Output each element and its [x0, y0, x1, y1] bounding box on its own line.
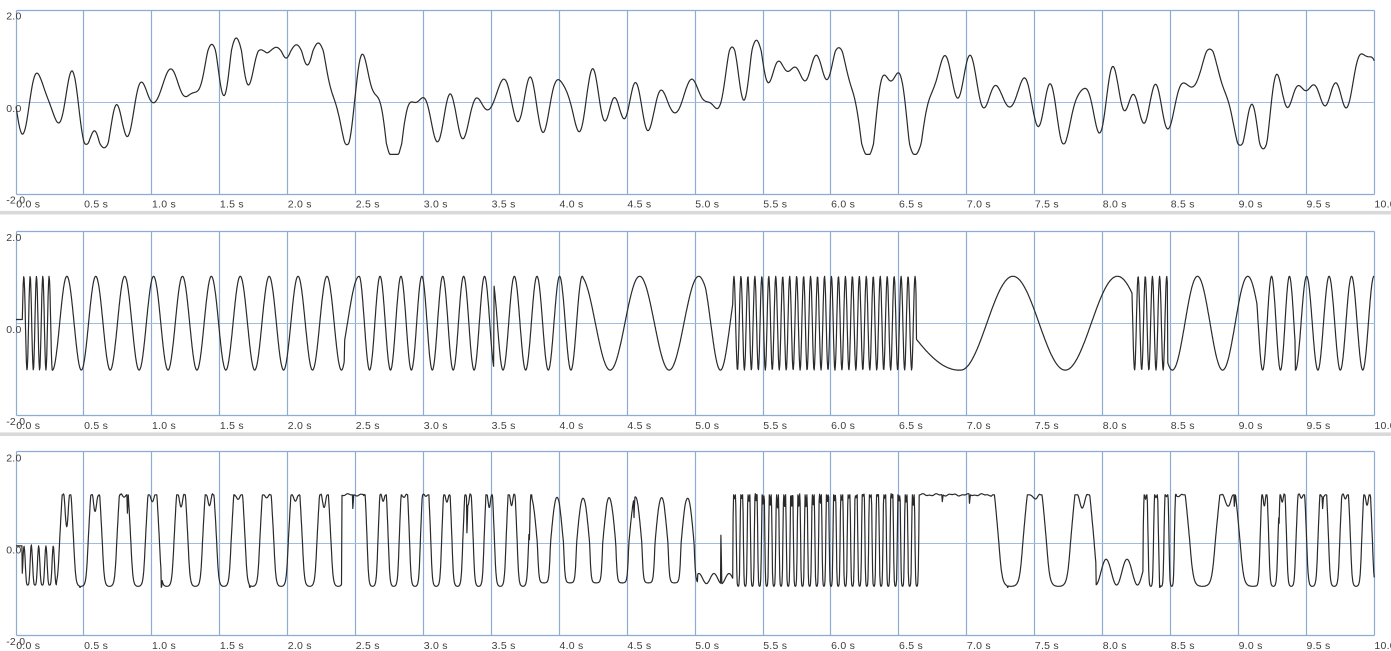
svg-text:3.5 s: 3.5 s	[492, 640, 516, 651]
svg-text:2.5 s: 2.5 s	[356, 199, 380, 211]
svg-text:4.5 s: 4.5 s	[627, 420, 651, 432]
svg-text:6.5 s: 6.5 s	[899, 199, 923, 211]
svg-text:4.0 s: 4.0 s	[560, 640, 584, 651]
svg-text:5.5 s: 5.5 s	[763, 199, 787, 211]
svg-text:5.0 s: 5.0 s	[695, 640, 719, 651]
svg-text:-2.0: -2.0	[6, 416, 25, 428]
svg-text:9.5 s: 9.5 s	[1307, 199, 1331, 211]
svg-text:0.5 s: 0.5 s	[84, 420, 108, 432]
svg-text:8.5 s: 8.5 s	[1171, 199, 1195, 211]
svg-text:7.5 s: 7.5 s	[1035, 199, 1059, 211]
svg-text:6.5 s: 6.5 s	[899, 640, 923, 651]
svg-text:0.0: 0.0	[6, 544, 21, 556]
svg-text:0.0: 0.0	[6, 103, 21, 115]
svg-text:10.0 s: 10.0 s	[1374, 420, 1391, 432]
svg-text:6.0 s: 6.0 s	[831, 420, 855, 432]
svg-text:7.0 s: 7.0 s	[967, 420, 991, 432]
svg-text:2.5 s: 2.5 s	[356, 420, 380, 432]
svg-text:5.0 s: 5.0 s	[695, 420, 719, 432]
svg-text:2.0: 2.0	[6, 452, 21, 464]
svg-text:1.5 s: 1.5 s	[220, 640, 244, 651]
svg-text:3.0 s: 3.0 s	[424, 199, 448, 211]
svg-text:4.0 s: 4.0 s	[560, 420, 584, 432]
svg-text:3.5 s: 3.5 s	[492, 199, 516, 211]
svg-text:10.0 s: 10.0 s	[1374, 640, 1391, 651]
svg-text:0.0 s: 0.0 s	[16, 420, 40, 432]
svg-text:7.5 s: 7.5 s	[1035, 640, 1059, 651]
svg-text:9.0 s: 9.0 s	[1239, 199, 1263, 211]
svg-text:9.5 s: 9.5 s	[1307, 640, 1331, 651]
svg-text:4.5 s: 4.5 s	[627, 199, 651, 211]
svg-text:2.0 s: 2.0 s	[288, 199, 312, 211]
svg-text:2.5 s: 2.5 s	[356, 640, 380, 651]
svg-text:1.0 s: 1.0 s	[152, 420, 176, 432]
svg-text:4.5 s: 4.5 s	[627, 640, 651, 651]
svg-text:2.0: 2.0	[6, 232, 21, 244]
svg-text:8.5 s: 8.5 s	[1171, 420, 1195, 432]
svg-text:0.5 s: 0.5 s	[84, 199, 108, 211]
svg-text:8.0 s: 8.0 s	[1103, 420, 1127, 432]
svg-text:9.0 s: 9.0 s	[1239, 420, 1263, 432]
svg-text:-2.0: -2.0	[6, 195, 25, 207]
svg-text:1.0 s: 1.0 s	[152, 199, 176, 211]
svg-text:5.5 s: 5.5 s	[763, 420, 787, 432]
svg-text:4.0 s: 4.0 s	[560, 199, 584, 211]
svg-text:2.0 s: 2.0 s	[288, 420, 312, 432]
svg-text:6.0 s: 6.0 s	[831, 640, 855, 651]
svg-text:7.0 s: 7.0 s	[967, 199, 991, 211]
svg-text:6.5 s: 6.5 s	[899, 420, 923, 432]
svg-text:-2.0: -2.0	[6, 636, 25, 648]
svg-text:2.0 s: 2.0 s	[288, 640, 312, 651]
svg-text:3.0 s: 3.0 s	[424, 420, 448, 432]
svg-text:5.0 s: 5.0 s	[695, 199, 719, 211]
svg-text:7.0 s: 7.0 s	[967, 640, 991, 651]
svg-text:0.0 s: 0.0 s	[16, 640, 40, 651]
svg-text:9.0 s: 9.0 s	[1239, 640, 1263, 651]
svg-text:0.5 s: 0.5 s	[84, 640, 108, 651]
svg-text:8.0 s: 8.0 s	[1103, 199, 1127, 211]
svg-text:5.5 s: 5.5 s	[763, 640, 787, 651]
svg-text:1.5 s: 1.5 s	[220, 420, 244, 432]
svg-text:3.5 s: 3.5 s	[492, 420, 516, 432]
svg-text:0.0 s: 0.0 s	[16, 199, 40, 211]
svg-text:3.0 s: 3.0 s	[424, 640, 448, 651]
svg-text:8.0 s: 8.0 s	[1103, 640, 1127, 651]
svg-text:8.5 s: 8.5 s	[1171, 640, 1195, 651]
svg-text:9.5 s: 9.5 s	[1307, 420, 1331, 432]
svg-text:2.0: 2.0	[6, 11, 21, 23]
svg-text:1.5 s: 1.5 s	[220, 199, 244, 211]
svg-text:10.0 s: 10.0 s	[1374, 199, 1391, 211]
svg-text:6.0 s: 6.0 s	[831, 199, 855, 211]
svg-text:0.0: 0.0	[6, 324, 21, 336]
svg-text:7.5 s: 7.5 s	[1035, 420, 1059, 432]
svg-text:1.0 s: 1.0 s	[152, 640, 176, 651]
